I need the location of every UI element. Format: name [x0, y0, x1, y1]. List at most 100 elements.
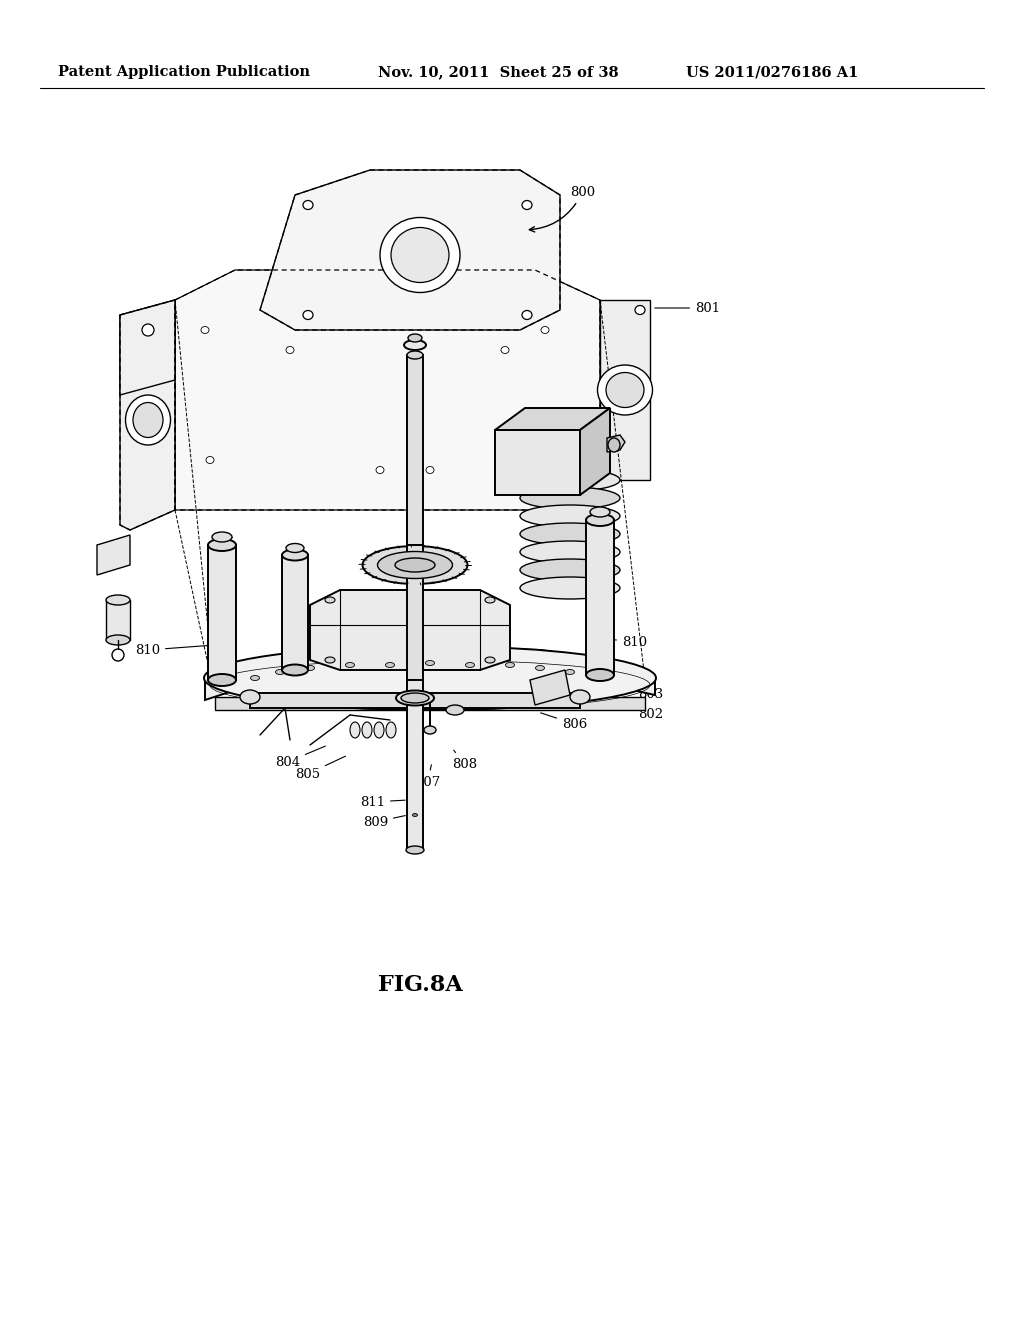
- Ellipse shape: [106, 595, 130, 605]
- Polygon shape: [215, 697, 645, 710]
- Polygon shape: [407, 545, 423, 680]
- Ellipse shape: [407, 351, 423, 359]
- Polygon shape: [495, 430, 580, 495]
- Polygon shape: [282, 554, 308, 671]
- Ellipse shape: [424, 726, 436, 734]
- Ellipse shape: [362, 722, 372, 738]
- Ellipse shape: [586, 513, 614, 525]
- Polygon shape: [106, 601, 130, 640]
- Text: 810: 810: [601, 635, 647, 648]
- Ellipse shape: [142, 323, 154, 337]
- Ellipse shape: [520, 506, 620, 527]
- Text: 811: 811: [359, 796, 406, 808]
- Ellipse shape: [591, 676, 599, 681]
- Ellipse shape: [380, 218, 460, 293]
- Polygon shape: [310, 590, 510, 671]
- Ellipse shape: [286, 346, 294, 354]
- Text: US 2011/0276186 A1: US 2011/0276186 A1: [686, 65, 858, 79]
- Polygon shape: [205, 648, 655, 700]
- Ellipse shape: [426, 466, 434, 474]
- Polygon shape: [600, 300, 650, 480]
- Ellipse shape: [251, 676, 259, 681]
- Text: 810: 810: [255, 675, 293, 689]
- Ellipse shape: [506, 663, 514, 668]
- Ellipse shape: [396, 690, 434, 705]
- Ellipse shape: [522, 310, 532, 319]
- Ellipse shape: [282, 549, 308, 561]
- Ellipse shape: [404, 341, 426, 350]
- Text: 804: 804: [274, 746, 326, 768]
- Ellipse shape: [282, 664, 308, 676]
- Ellipse shape: [133, 403, 163, 437]
- Text: Nov. 10, 2011  Sheet 25 of 38: Nov. 10, 2011 Sheet 25 of 38: [378, 65, 618, 79]
- Ellipse shape: [325, 657, 335, 663]
- Text: 800: 800: [529, 186, 595, 232]
- Ellipse shape: [406, 846, 424, 854]
- Text: 806: 806: [541, 713, 587, 730]
- Polygon shape: [407, 355, 423, 545]
- Ellipse shape: [520, 541, 620, 564]
- Polygon shape: [120, 300, 175, 531]
- Ellipse shape: [586, 669, 614, 681]
- Ellipse shape: [520, 558, 620, 581]
- Ellipse shape: [520, 523, 620, 545]
- Text: 809: 809: [362, 816, 406, 829]
- Ellipse shape: [208, 539, 236, 550]
- Ellipse shape: [126, 395, 171, 445]
- Text: 808: 808: [452, 750, 477, 771]
- Text: 805: 805: [295, 756, 345, 780]
- Ellipse shape: [536, 665, 545, 671]
- Ellipse shape: [374, 722, 384, 738]
- Text: Patent Application Publication: Patent Application Publication: [58, 65, 310, 79]
- Ellipse shape: [536, 457, 544, 463]
- Text: 802: 802: [612, 701, 664, 721]
- Ellipse shape: [303, 310, 313, 319]
- Ellipse shape: [206, 457, 214, 463]
- Ellipse shape: [485, 657, 495, 663]
- Ellipse shape: [391, 227, 449, 282]
- Ellipse shape: [426, 660, 434, 665]
- Ellipse shape: [413, 813, 418, 817]
- Ellipse shape: [205, 648, 655, 708]
- Ellipse shape: [362, 546, 468, 583]
- Polygon shape: [407, 680, 423, 850]
- Polygon shape: [530, 671, 570, 705]
- Ellipse shape: [522, 201, 532, 210]
- Polygon shape: [120, 300, 175, 395]
- Ellipse shape: [520, 469, 620, 491]
- Ellipse shape: [212, 532, 232, 543]
- Ellipse shape: [305, 665, 314, 671]
- Ellipse shape: [565, 669, 574, 675]
- Ellipse shape: [597, 366, 652, 414]
- Ellipse shape: [240, 690, 260, 704]
- Ellipse shape: [401, 693, 429, 704]
- Ellipse shape: [408, 334, 422, 342]
- Ellipse shape: [466, 663, 474, 668]
- Polygon shape: [175, 271, 600, 510]
- Polygon shape: [586, 520, 614, 675]
- Ellipse shape: [286, 544, 304, 553]
- Ellipse shape: [635, 305, 645, 314]
- Polygon shape: [250, 693, 580, 708]
- Polygon shape: [208, 545, 236, 680]
- Ellipse shape: [204, 645, 656, 710]
- Polygon shape: [495, 408, 610, 430]
- Ellipse shape: [608, 438, 620, 451]
- Ellipse shape: [275, 669, 285, 675]
- Ellipse shape: [541, 326, 549, 334]
- Ellipse shape: [590, 507, 610, 517]
- Text: 803: 803: [610, 685, 664, 701]
- Polygon shape: [580, 408, 610, 495]
- Ellipse shape: [501, 346, 509, 354]
- Text: 801: 801: [654, 301, 720, 314]
- Ellipse shape: [386, 722, 396, 738]
- Ellipse shape: [446, 705, 464, 715]
- Ellipse shape: [208, 675, 236, 686]
- Ellipse shape: [378, 552, 453, 578]
- Polygon shape: [97, 535, 130, 576]
- Text: FIG.8A: FIG.8A: [378, 974, 463, 997]
- Text: 810: 810: [135, 644, 212, 656]
- Ellipse shape: [350, 722, 360, 738]
- Ellipse shape: [345, 663, 354, 668]
- Ellipse shape: [520, 487, 620, 510]
